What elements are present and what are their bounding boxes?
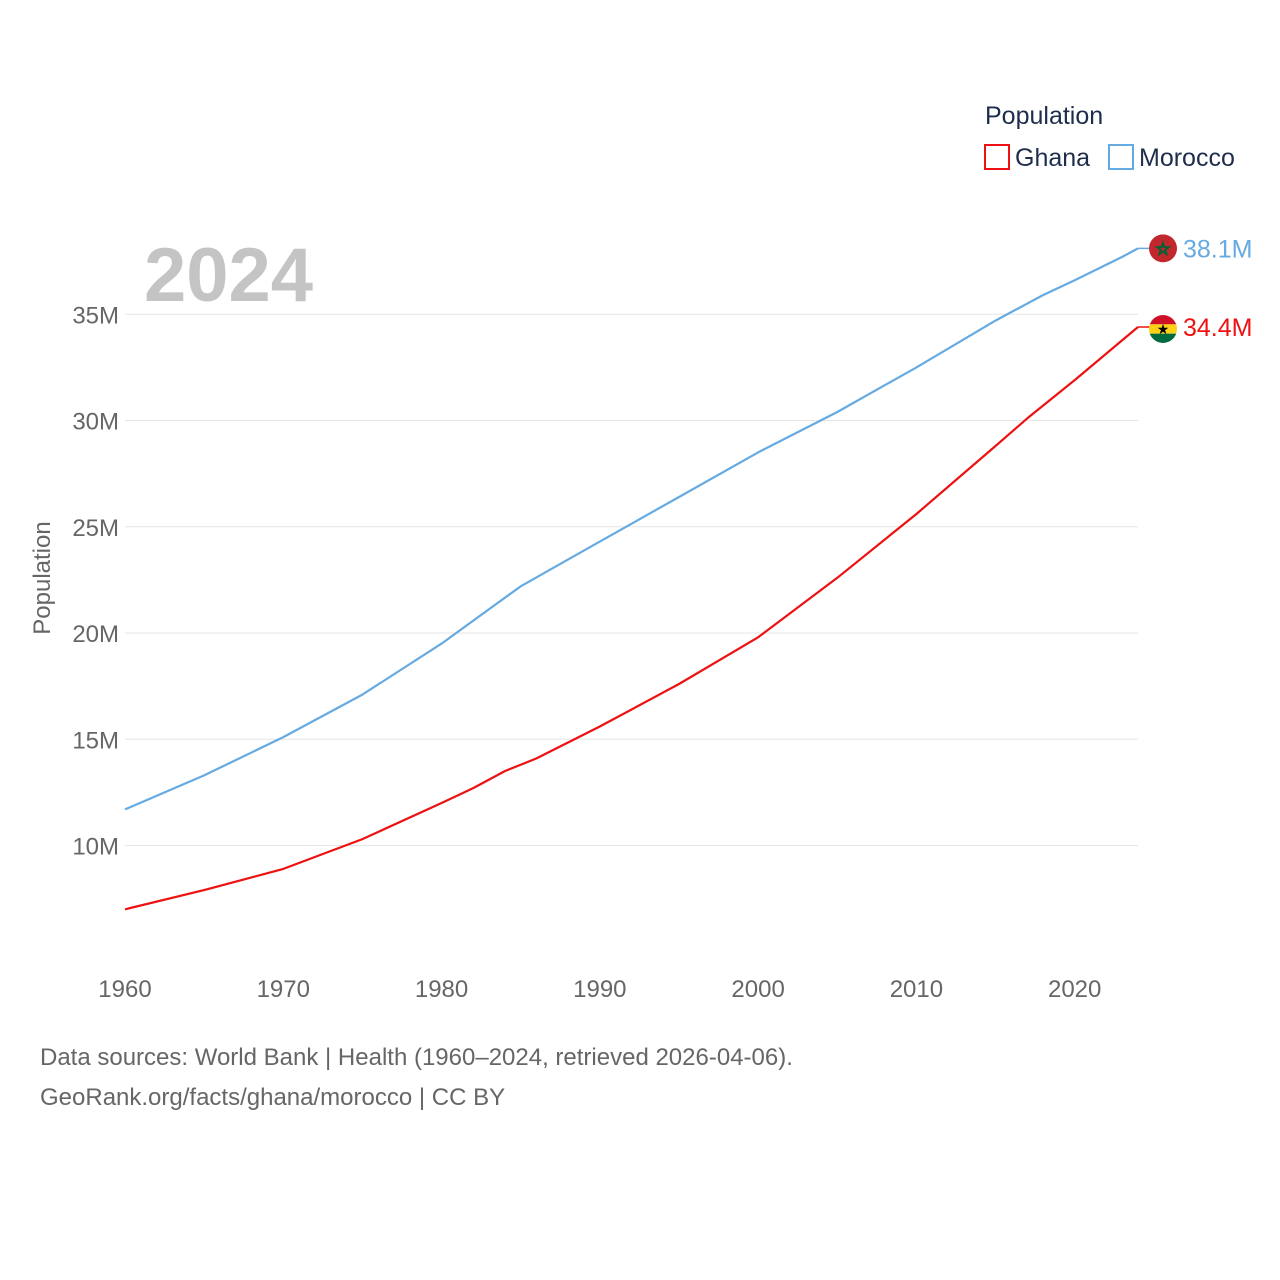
y-tick-label: 30M bbox=[72, 409, 119, 436]
y-tick-label: 15M bbox=[72, 727, 119, 754]
series-lines bbox=[124, 247, 1139, 911]
ghana-flag-icon: ★ bbox=[1149, 315, 1177, 343]
x-tick-label: 1970 bbox=[257, 976, 310, 1003]
morocco-flag-icon: ☆ bbox=[1149, 234, 1177, 263]
series-end-markers: ★ 34.4M ☆ 38.1M bbox=[1138, 234, 1252, 343]
end-value-morocco: 38.1M bbox=[1183, 235, 1252, 263]
svg-text:★: ★ bbox=[1157, 321, 1170, 337]
population-chart: 10M 15M 20M 25M 30M 35M 1960 1970 1980 1990 2000 2… bbox=[29, 102, 1252, 1003]
x-tick-label: 1960 bbox=[98, 976, 151, 1003]
x-axis-ticks: 1960 1970 1980 1990 2000 2010 2020 bbox=[98, 976, 1101, 1003]
svg-text:☆: ☆ bbox=[1155, 239, 1170, 258]
end-value-ghana: 34.4M bbox=[1183, 314, 1252, 342]
y-tick-label: 25M bbox=[72, 515, 119, 542]
x-tick-label: 2000 bbox=[731, 976, 784, 1003]
series-line-ghana bbox=[124, 326, 1139, 911]
legend-label-ghana: Ghana bbox=[1015, 144, 1090, 172]
x-tick-label: 2010 bbox=[890, 976, 943, 1003]
x-tick-label: 2020 bbox=[1048, 976, 1101, 1003]
x-tick-label: 1980 bbox=[415, 976, 468, 1003]
legend-label-morocco: Morocco bbox=[1139, 144, 1235, 172]
year-label: 2024 bbox=[144, 233, 313, 318]
y-tick-label: 20M bbox=[72, 621, 119, 648]
y-tick-label: 35M bbox=[72, 302, 119, 329]
y-axis-ticks: 10M 15M 20M 25M 30M 35M bbox=[72, 302, 119, 860]
footer-sources: Data sources: World Bank | Health (1960–… bbox=[40, 1044, 793, 1071]
legend-item-ghana[interactable]: Ghana bbox=[984, 144, 1090, 172]
legend-swatch-morocco bbox=[1108, 144, 1134, 170]
y-axis-label: Population bbox=[29, 521, 56, 634]
legend-title: Population bbox=[985, 102, 1103, 130]
legend-swatch-ghana bbox=[984, 144, 1010, 170]
x-tick-label: 1990 bbox=[573, 976, 626, 1003]
y-tick-label: 10M bbox=[72, 834, 119, 861]
series-line-morocco bbox=[124, 247, 1139, 811]
legend: Population Ghana Morocco bbox=[984, 102, 1235, 172]
gridlines bbox=[125, 313, 1138, 846]
footer-link[interactable]: GeoRank.org/facts/ghana/morocco | CC BY bbox=[40, 1084, 506, 1111]
legend-item-morocco[interactable]: Morocco bbox=[1108, 144, 1235, 172]
